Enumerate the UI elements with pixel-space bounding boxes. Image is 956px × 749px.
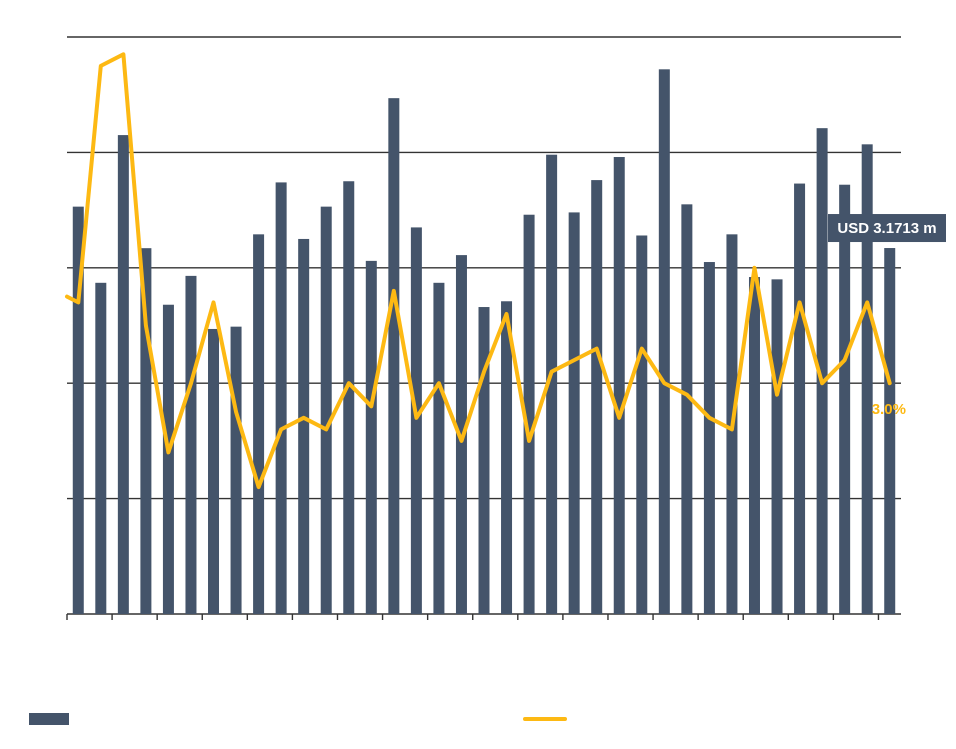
bar-30 [748, 277, 760, 614]
bar-10 [298, 238, 310, 614]
bar-34 [839, 184, 851, 614]
data-labels: USD 3.1713 m 3.0% [828, 214, 946, 418]
bar-20 [523, 214, 535, 614]
bar-series [72, 69, 896, 615]
line-path [65, 52, 892, 490]
bar-24 [613, 157, 625, 615]
bar-26 [658, 69, 670, 614]
bar-13 [365, 260, 377, 614]
bar-0 [72, 206, 84, 614]
bar-16 [433, 282, 445, 614]
bar-4 [162, 304, 174, 614]
bar-12 [343, 181, 355, 614]
bar-5 [185, 275, 197, 614]
bar-11 [320, 206, 332, 614]
bar-7 [230, 326, 242, 614]
bar-36 [884, 248, 896, 614]
bar-1 [95, 282, 107, 614]
bar-25 [636, 235, 648, 614]
line-value-label: 3.0% [872, 401, 906, 418]
bar-18 [478, 307, 490, 614]
bar-21 [546, 154, 558, 614]
bar-33 [816, 128, 828, 614]
bar-32 [794, 183, 806, 615]
bar-6 [208, 328, 220, 614]
bar-27 [681, 204, 693, 614]
bar-14 [388, 98, 400, 615]
bar-2 [117, 135, 129, 614]
legend-bar [29, 710, 77, 728]
bar-value-label: USD 3.1713 m [837, 220, 936, 237]
bar-35 [861, 144, 873, 614]
legend-line-swatch [523, 717, 567, 721]
x-axis [66, 614, 880, 620]
legend-line [523, 710, 575, 728]
bar-31 [771, 279, 783, 614]
bar-value-label-background [828, 214, 946, 243]
legend-bar-swatch [29, 713, 69, 725]
bar-15 [410, 227, 422, 614]
line-series [65, 52, 892, 490]
bar-28 [703, 262, 715, 614]
bar-9 [275, 182, 287, 615]
bar-23 [591, 180, 603, 614]
bar-3 [140, 248, 152, 614]
bar-19 [501, 301, 513, 614]
bar-22 [568, 212, 580, 614]
bar-17 [455, 255, 467, 614]
bar-8 [253, 234, 265, 615]
